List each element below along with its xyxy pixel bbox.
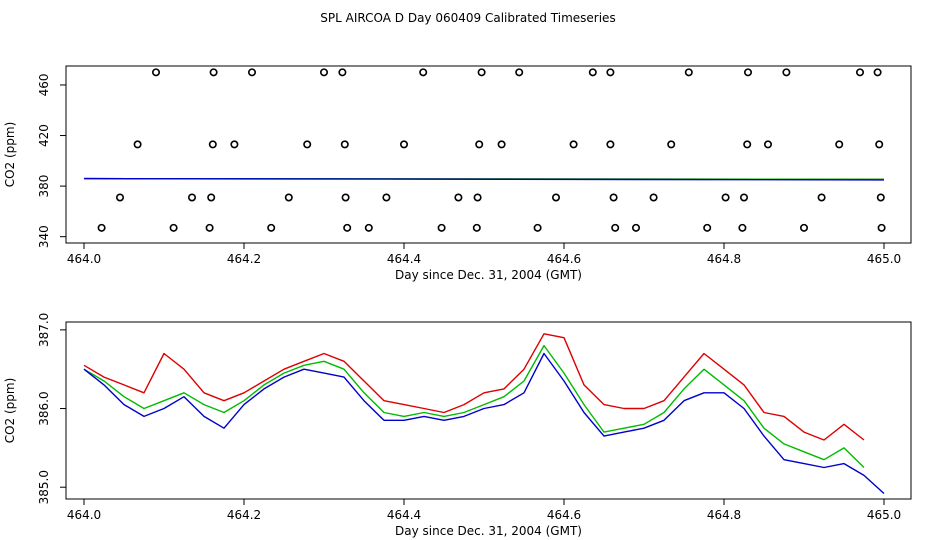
y-tick-label: 340 [37, 225, 51, 248]
scatter-point [606, 140, 615, 149]
scatter-point [454, 193, 463, 202]
scatter-point [341, 193, 350, 202]
scatter-point [188, 193, 197, 202]
scatter-point [875, 140, 884, 149]
scatter-point [855, 68, 864, 77]
scatter-point [782, 68, 791, 77]
scatter-point [207, 193, 216, 202]
x-axis-label: Day since Dec. 31, 2004 (GMT) [395, 268, 582, 282]
scatter-point [631, 223, 640, 232]
scatter-point [763, 140, 772, 149]
scatter-point [267, 223, 276, 232]
scatter-point [97, 223, 106, 232]
plot-frame [65, 65, 912, 244]
x-tick-label: 465.0 [867, 508, 901, 522]
scatter-point [609, 193, 618, 202]
scatter-point [284, 193, 293, 202]
y-tick-label: 385.0 [37, 470, 51, 504]
y-tick-label: 460 [37, 74, 51, 97]
figure-title: SPL AIRCOA D Day 060409 Calibrated Times… [320, 11, 615, 25]
scatter-point [743, 68, 752, 77]
x-tick-label: 464.8 [707, 508, 741, 522]
x-tick-label: 465.0 [867, 252, 901, 266]
scatter-point [169, 223, 178, 232]
scatter-point [399, 140, 408, 149]
scatter-point [721, 193, 730, 202]
scatter-point [419, 68, 428, 77]
scatter-point [338, 68, 347, 77]
y-axis-label: CO2 (ppm) [3, 378, 17, 444]
series-line-blue [83, 352, 885, 495]
scatter-point [739, 193, 748, 202]
scatter-point [133, 140, 142, 149]
plot-frame [65, 321, 912, 500]
x-axis-label: Day since Dec. 31, 2004 (GMT) [395, 524, 582, 538]
y-tick-label: 386.0 [37, 391, 51, 425]
scatter-point [319, 68, 328, 77]
scatter-point [743, 140, 752, 149]
y-axis-label: CO2 (ppm) [3, 122, 17, 188]
y-tick-label: 387.0 [37, 313, 51, 347]
x-tick-label: 464.0 [67, 508, 101, 522]
scatter-point [208, 140, 217, 149]
series-line-red [83, 333, 865, 441]
x-tick-label: 464.6 [547, 252, 581, 266]
y-tick-label: 380 [37, 175, 51, 198]
scatter-point [835, 140, 844, 149]
scatter-point [738, 223, 747, 232]
scatter-point [876, 193, 885, 202]
x-tick-label: 464.0 [67, 252, 101, 266]
x-tick-label: 464.4 [387, 252, 421, 266]
scatter-point [703, 223, 712, 232]
scatter-point [873, 68, 882, 77]
x-tick-label: 464.8 [707, 252, 741, 266]
scatter-point [475, 140, 484, 149]
scatter-point [343, 223, 352, 232]
scatter-point [473, 193, 482, 202]
scatter-point [437, 223, 446, 232]
scatter-point [382, 193, 391, 202]
scatter-point [877, 223, 886, 232]
scatter-point [611, 223, 620, 232]
scatter-point [533, 223, 542, 232]
scatter-point [472, 223, 481, 232]
scatter-point [230, 140, 239, 149]
x-tick-label: 464.6 [547, 508, 581, 522]
scatter-point [515, 68, 524, 77]
scatter-point [588, 68, 597, 77]
y-tick-label: 420 [37, 124, 51, 147]
scatter-point [551, 193, 560, 202]
scatter-point [152, 68, 161, 77]
scatter-point [606, 68, 615, 77]
scatter-point [364, 223, 373, 232]
scatter-point [340, 140, 349, 149]
scatter-point [209, 68, 218, 77]
scatter-point [497, 140, 506, 149]
scatter-point [817, 193, 826, 202]
scatter-point [116, 193, 125, 202]
scatter-point [649, 193, 658, 202]
scatter-point [303, 140, 312, 149]
scatter-point [684, 68, 693, 77]
bottom-panel: 464.0 464.2 464.4 464.6 464.8 465.0 385.0 386.0… [3, 313, 912, 538]
scatter-point [477, 68, 486, 77]
x-tick-label: 464.2 [227, 252, 261, 266]
series-line-blue [83, 177, 885, 181]
top-panel: 464.0 464.2 464.4 464.6 464.8 465.0 340 380 420 4… [3, 65, 912, 282]
x-tick-label: 464.4 [387, 508, 421, 522]
scatter-point [799, 223, 808, 232]
scatter-point [569, 140, 578, 149]
x-tick-label: 464.2 [227, 508, 261, 522]
scatter-point [248, 68, 257, 77]
series-line-green [83, 344, 865, 468]
scatter-point [667, 140, 676, 149]
scatter-point [205, 223, 214, 232]
